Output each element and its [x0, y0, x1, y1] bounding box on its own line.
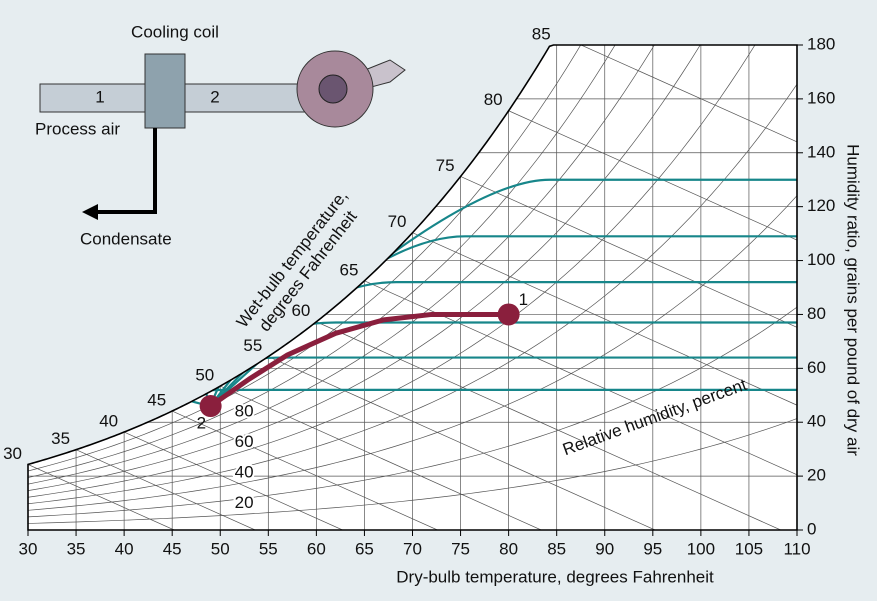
wet-bulb-line: [172, 410, 438, 530]
wet-bulb-tick-label: 35: [51, 429, 70, 448]
rh-tick-label: 20: [235, 493, 254, 512]
wet-bulb-tick-label: 40: [99, 412, 118, 431]
wet-bulb-tick-label: 60: [291, 301, 310, 320]
y-tick-label: 160: [807, 88, 835, 107]
y-tick-label: 80: [807, 304, 826, 323]
plot-border: [27, 44, 798, 531]
x-tick-label: 90: [595, 539, 614, 558]
state-label: 1: [519, 290, 528, 309]
x-tick-label: 75: [451, 539, 470, 558]
y-tick-label: 140: [807, 142, 835, 161]
x-tick-label: 80: [499, 539, 518, 558]
y-tick-label: 0: [807, 519, 816, 538]
wet-bulb-tick-label: 85: [532, 24, 551, 43]
rh-tick-label: 80: [235, 402, 254, 421]
diagram-label: 1: [95, 87, 104, 106]
x-tick-label: 35: [67, 539, 86, 558]
wet-bulb-line: [75, 449, 256, 530]
wet-bulb-tick-label: 65: [340, 260, 359, 279]
diagram-label: Cooling coil: [131, 22, 219, 41]
fan-hub: [318, 74, 348, 104]
y-tick-label: 120: [807, 196, 835, 215]
rh-curve: [28, 45, 797, 472]
rh-curve: [28, 418, 797, 524]
diagram-label: Condensate: [80, 229, 172, 248]
y-tick-label: 180: [807, 34, 835, 53]
x-tick-label: 45: [163, 539, 182, 558]
y-tick-label: 100: [807, 250, 835, 269]
diagram-label: 2: [210, 87, 219, 106]
y-tick-label: 40: [807, 412, 826, 431]
wet-bulb-tick-label: 45: [147, 391, 166, 410]
x-tick-label: 85: [547, 539, 566, 558]
wet-bulb-line: [268, 356, 656, 530]
x-tick-label: 95: [643, 539, 662, 558]
labels: 30 35 40 45 50 55 60 65 70 75 80 85 90 95 100 105 110020…: [3, 24, 835, 558]
diagram-label: Process air: [35, 119, 120, 138]
wet-bulb-tick-label: 80: [484, 90, 503, 109]
state-point: [199, 395, 222, 418]
wet-bulb-tick-label: 55: [243, 336, 262, 355]
cooling-coil: [144, 53, 186, 129]
arrow-head: [82, 204, 98, 220]
x-tick-label: 105: [735, 539, 763, 558]
x-tick-label: 40: [115, 539, 134, 558]
wet-bulb-tick-label: 30: [3, 444, 22, 463]
process-diagram: Cooling coil 1 2 Process air Condensate: [35, 22, 406, 248]
wet-bulb-line: [123, 431, 343, 530]
x-tick-label: 65: [355, 539, 374, 558]
rh-tick-label: 40: [235, 463, 254, 482]
process-line: [209, 311, 509, 409]
y-tick-label: 20: [807, 466, 826, 485]
rh-curve: [28, 45, 797, 478]
x-tick-label: 50: [211, 539, 230, 558]
y-axis-label: Humidity ratio, grains per pound of dry …: [844, 144, 863, 456]
state-point: [497, 303, 520, 326]
condensate-pipe: [95, 128, 157, 214]
wet-bulb-line: [28, 464, 175, 530]
x-tick-label: 110: [783, 539, 810, 558]
rh-curve: [28, 306, 797, 518]
state-label: 2: [197, 414, 206, 433]
x-axis-label: Dry-bulb temperature, degrees Fahrenheit: [396, 567, 714, 586]
x-tick-label: 30: [19, 539, 38, 558]
x-tick-label: 55: [259, 539, 278, 558]
x-tick-label: 70: [403, 539, 422, 558]
x-tick-label: 100: [687, 539, 715, 558]
x-tick-label: 60: [307, 539, 326, 558]
rh-curve: [28, 45, 797, 498]
wet-bulb-line: [556, 45, 797, 530]
rh-tick-label: 60: [235, 432, 254, 451]
wet-bulb-line: [220, 385, 542, 530]
wet-bulb-tick-label: 75: [436, 156, 455, 175]
rh-curve: [28, 195, 797, 511]
rh-curve: [28, 45, 797, 492]
y-tick-label: 60: [807, 358, 826, 377]
wet-bulb-tick-label: 70: [388, 212, 407, 231]
wet-bulb-tick-label: 50: [195, 366, 214, 385]
